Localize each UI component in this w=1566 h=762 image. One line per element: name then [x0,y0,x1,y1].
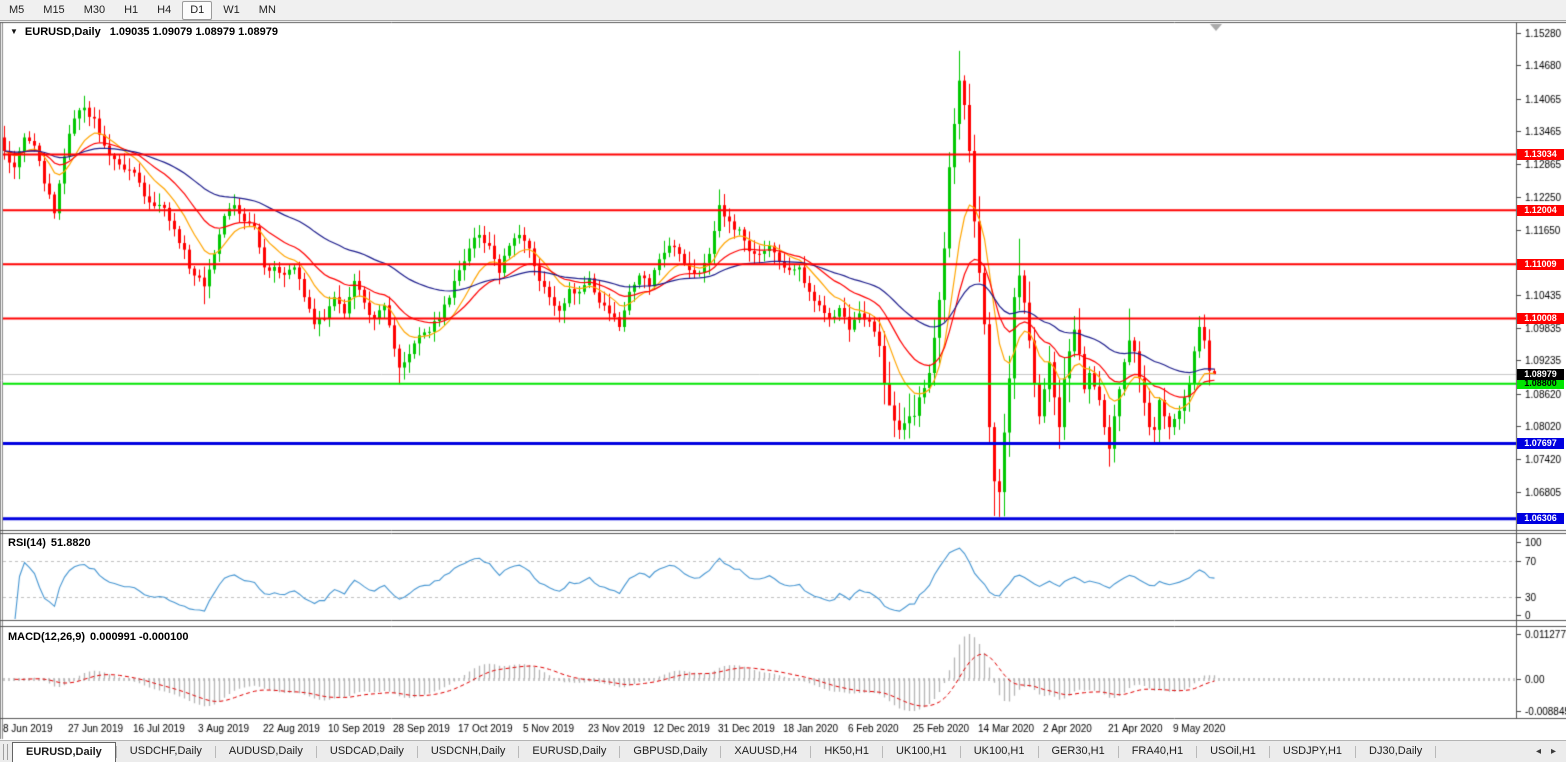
price-level-tag: 1.12004 [1517,205,1564,216]
tab-ger30-h1[interactable]: GER30,H1 [1051,745,1105,757]
tab-separator [214,746,216,758]
tab-scroll-right-icon[interactable]: ▸ [1550,746,1556,757]
chart-tabs: EURUSD,Daily USDCHF,Daily AUDUSD,Daily USDC… [12,741,1437,762]
price-level-tag: 1.11009 [1517,259,1564,270]
tab-separator [881,746,883,758]
rsi-indicator-label: RSI(14) 51.8820 [8,537,91,549]
tab-scroll-left-icon[interactable]: ◂ [1535,746,1541,757]
tab-uk100-h1[interactable]: UK100,H1 [895,745,947,757]
tab-hk50-h1[interactable]: HK50,H1 [824,745,869,757]
tab-usdjpy-h1[interactable]: USDJPY,H1 [1282,745,1343,757]
tab-dj30-daily[interactable]: DJ30,Daily [1369,745,1423,757]
macd-indicator-label: MACD(12,26,9) 0.000991 -0.000100 [8,631,189,643]
price-level-tag: 1.13034 [1517,149,1564,160]
tab-usdcad-daily[interactable]: USDCAD,Daily [329,745,404,757]
tab-separator [810,746,812,758]
tab-usdchf-daily[interactable]: USDCHF,Daily [129,745,202,757]
tab-separator [619,746,621,758]
tabbar-grip [3,744,8,760]
tab-uk100-h1[interactable]: UK100,H1 [973,745,1025,757]
tab-eurusd-daily[interactable]: EURUSD,Daily [532,745,607,757]
tab-separator [315,746,317,758]
chart-tabs-bar: EURUSD,Daily USDCHF,Daily AUDUSD,Daily USDC… [0,740,1566,762]
tab-separator [959,746,961,758]
tab-audusd-daily[interactable]: AUDUSD,Daily [228,745,303,757]
macd-values: 0.000991 -0.000100 [90,631,189,643]
tab-separator [1268,746,1270,758]
tab-separator [1037,746,1039,758]
rsi-name: RSI(14) [8,537,46,549]
price-level-tag: 1.10008 [1517,313,1564,324]
tab-gbpusd-daily[interactable]: GBPUSD,Daily [633,745,708,757]
tab-eurusd-daily[interactable]: EURUSD,Daily [12,742,116,762]
chevron-down-icon[interactable]: ▼ [10,27,18,36]
tab-separator [115,746,117,758]
chart-title: ▼ EURUSD,Daily 1.09035 1.09079 1.08979 1.0… [10,26,278,38]
tab-separator [1435,746,1437,758]
tab-separator [720,746,722,758]
macd-name: MACD(12,26,9) [8,631,86,643]
price-level-tag: 1.08800 [1517,378,1564,389]
price-level-tag: 1.06306 [1517,513,1564,524]
rsi-value: 51.8820 [50,537,91,549]
tab-separator [1196,746,1198,758]
tab-usoil-h1[interactable]: USOil,H1 [1210,745,1256,757]
current-price-tag: 1.08979 [1517,369,1564,380]
tab-separator [416,746,418,758]
tab-xauusd-h4[interactable]: XAUUSD,H4 [734,745,798,757]
tab-separator [518,746,520,758]
price-level-tag: 1.07697 [1517,438,1564,449]
tab-fra40-h1[interactable]: FRA40,H1 [1131,745,1184,757]
tab-separator [1355,746,1357,758]
chart-ohlc-values: 1.09035 1.09079 1.08979 1.08979 [109,26,278,38]
tab-separator [1117,746,1119,758]
chart-symbol-label: EURUSD,Daily [24,26,101,38]
tab-scroller: ◂ ▸ [1536,741,1566,762]
tab-usdcnh-daily[interactable]: USDCNH,Daily [430,745,506,757]
